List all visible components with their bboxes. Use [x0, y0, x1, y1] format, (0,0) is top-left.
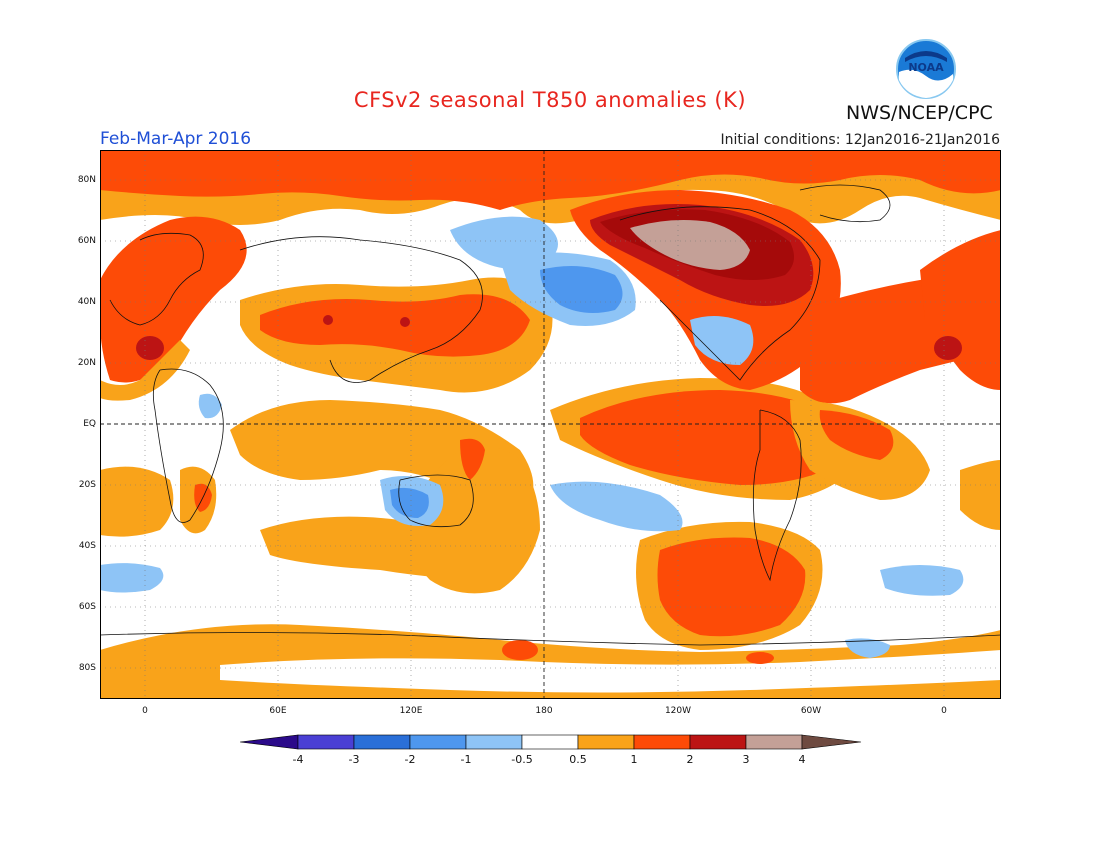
lat-label: 20N — [77, 358, 96, 368]
lon-label: 120E — [399, 706, 423, 716]
anomaly-map — [100, 150, 1001, 699]
equator-dateline — [100, 150, 1001, 699]
coastlines — [100, 184, 1001, 646]
colorbar-swatch — [633, 734, 691, 750]
lat-label: 60S — [78, 602, 96, 612]
anomaly-region — [845, 638, 890, 658]
lon-label: 60W — [800, 706, 822, 716]
lat-label: 60N — [77, 236, 96, 246]
colorbar-label: 4 — [798, 753, 806, 766]
colorbar-swatch — [409, 734, 467, 750]
map-frame — [100, 150, 1001, 699]
colorbar-swatch — [521, 734, 579, 750]
colorbar-swatch — [689, 734, 747, 750]
anomaly-region — [502, 640, 538, 660]
anomaly-region — [880, 565, 964, 596]
anomaly-region — [100, 466, 174, 537]
forecast-period: Feb-Mar-Apr 2016 — [100, 129, 252, 149]
anomaly-region — [220, 650, 1001, 693]
anomaly-region — [100, 340, 190, 401]
anomaly-region — [400, 317, 410, 327]
lon-label: 180 — [535, 706, 553, 716]
colorbar-label: -4 — [292, 753, 304, 766]
colorbar-label: 3 — [742, 753, 750, 766]
colorbar-swatch — [240, 734, 299, 750]
anomaly-region — [407, 446, 540, 594]
lon-label: 0 — [941, 706, 947, 716]
anomaly-region — [657, 537, 806, 637]
colorbar-label: 2 — [686, 753, 694, 766]
anomaly-region — [960, 460, 1001, 530]
chart-title: CFSv2 seasonal T850 anomalies (K) — [353, 88, 747, 112]
colorbar-swatch — [297, 734, 355, 750]
lat-label: 40N — [77, 297, 96, 307]
anomaly-region — [100, 563, 164, 593]
lat-label: 20S — [78, 480, 96, 490]
anomaly-region — [920, 230, 1001, 390]
agency-label: NWS/NCEP/CPC — [846, 102, 993, 124]
colorbar-label: -3 — [348, 753, 360, 766]
colorbar-label: 1 — [630, 753, 638, 766]
colorbar-swatch — [801, 734, 862, 750]
colorbar-swatch — [577, 734, 635, 750]
anomaly-region — [819, 410, 894, 460]
colorbar-swatch — [353, 734, 411, 750]
lat-label: EQ — [83, 419, 96, 429]
anomaly-region — [580, 390, 842, 485]
colorbar-swatch — [745, 734, 803, 750]
anomaly-region — [260, 294, 530, 357]
anomaly-region — [390, 487, 429, 518]
lat-label: 40S — [78, 541, 96, 551]
colorbar-label: -1 — [460, 753, 472, 766]
graticule — [100, 150, 1001, 699]
noaa-logo: NOAA — [896, 39, 956, 99]
colorbar-swatch — [465, 734, 523, 750]
anomaly-region — [460, 438, 485, 480]
anomaly-region — [630, 220, 750, 270]
colorbar-label: 0.5 — [569, 753, 587, 766]
anomaly-region — [690, 316, 754, 365]
anomaly-region — [136, 336, 164, 360]
lon-label: 0 — [142, 706, 148, 716]
initial-conditions: Initial conditions: 12Jan2016-21Jan2016 — [720, 132, 1000, 148]
anomaly-region — [934, 336, 962, 360]
anomaly-region — [746, 652, 774, 664]
colorbar-label: -2 — [404, 753, 416, 766]
colorbar-label: -0.5 — [511, 753, 533, 766]
lat-label: 80N — [77, 175, 96, 185]
anomaly-region — [540, 266, 623, 314]
lon-label: 120W — [664, 706, 692, 716]
anomaly-region — [550, 481, 683, 532]
anomaly-region — [198, 393, 222, 419]
lon-label: 60E — [269, 706, 287, 716]
anomaly-region — [323, 315, 333, 325]
colorbar — [240, 734, 862, 750]
anomaly-region — [100, 216, 247, 383]
lat-label: 80S — [78, 663, 96, 673]
logo-text: NOAA — [908, 61, 944, 74]
